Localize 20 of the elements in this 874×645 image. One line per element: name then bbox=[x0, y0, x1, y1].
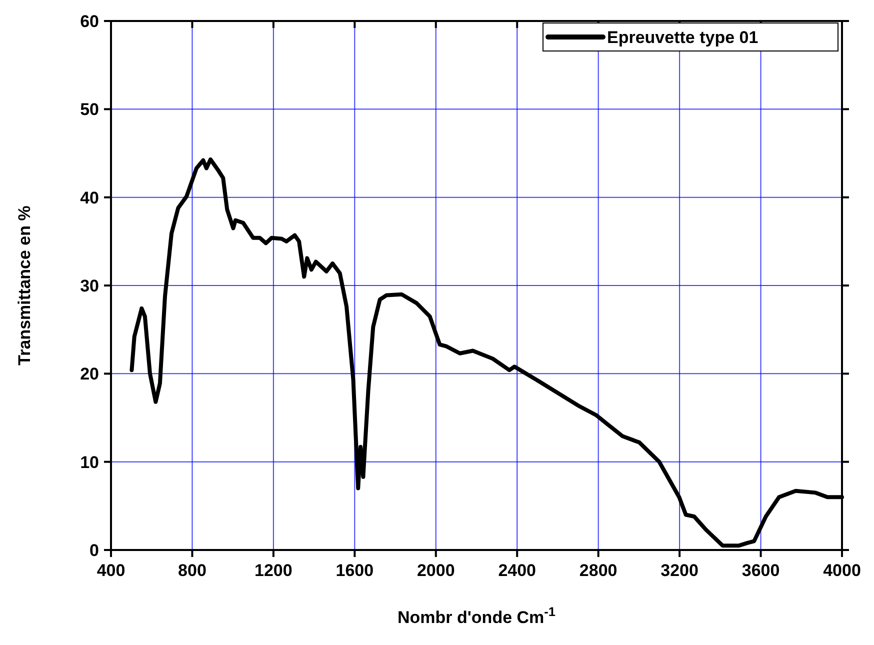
x-tick-label: 3200 bbox=[660, 561, 698, 580]
y-tick-label: 60 bbox=[80, 12, 99, 31]
x-tick-label: 1200 bbox=[254, 561, 292, 580]
x-tick-label: 4000 bbox=[823, 561, 861, 580]
x-axis-title: Nombr d'onde Cm$^{-1}$ bbox=[398, 604, 556, 627]
y-axis-title: Transmittance en % bbox=[15, 206, 34, 366]
y-tick-label: 30 bbox=[80, 276, 99, 296]
x-tick-label: 2800 bbox=[579, 561, 618, 580]
y-tick-label: 40 bbox=[80, 188, 99, 208]
y-tick-label: 50 bbox=[80, 100, 99, 120]
legend-label: Epreuvette type 01 bbox=[607, 28, 758, 47]
x-tick-label: 3600 bbox=[742, 561, 780, 580]
x-tick-label: 1600 bbox=[336, 561, 374, 580]
y-tick-label: 20 bbox=[80, 364, 99, 384]
x-tick-label: 2400 bbox=[498, 561, 536, 580]
x-tick-label: 800 bbox=[178, 561, 206, 580]
x-tick-label: 2000 bbox=[416, 561, 455, 580]
y-tick-label: 10 bbox=[80, 452, 99, 472]
x-tick-label: 400 bbox=[96, 561, 126, 580]
y-tick-label: 0 bbox=[90, 540, 99, 560]
